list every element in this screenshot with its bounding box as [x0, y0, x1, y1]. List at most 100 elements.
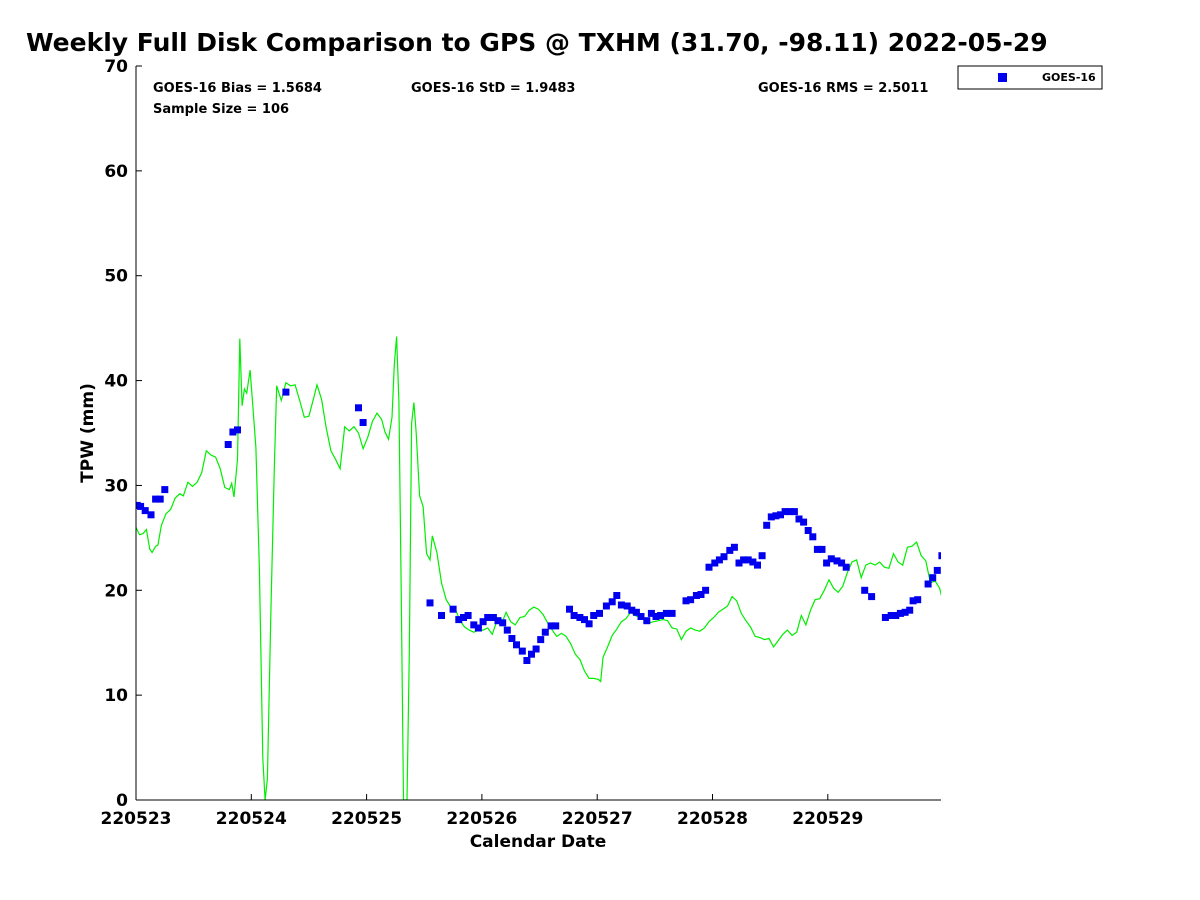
goes-data-point	[842, 563, 850, 571]
goes-data-point	[754, 561, 761, 569]
goes-data-point	[229, 428, 237, 436]
goes-data-point	[662, 609, 670, 617]
goes-data-point	[503, 626, 511, 634]
goes-data-point	[552, 622, 560, 630]
goes-data-point	[861, 586, 869, 594]
y-tick-label: 40	[104, 372, 128, 392]
goes-data-point	[720, 553, 728, 561]
goes-data-point	[767, 513, 775, 521]
goes-data-point	[613, 592, 621, 599]
goes-data-point	[711, 559, 719, 567]
goes-data-point	[901, 608, 909, 616]
y-tick-label: 0	[116, 791, 128, 811]
goes-data-point	[508, 635, 516, 642]
goes-data-point	[668, 609, 676, 617]
goes-data-point	[730, 543, 738, 551]
goes-data-point	[924, 580, 932, 588]
goes-data-point	[692, 592, 700, 599]
goes-data-point	[933, 566, 941, 574]
y-tick-label: 70	[104, 57, 128, 77]
goes-data-point	[892, 612, 900, 619]
goes-data-point	[657, 612, 665, 619]
goes-data-point	[906, 606, 914, 614]
goes-data-point	[643, 617, 651, 625]
goes-data-point	[141, 507, 149, 515]
goes-data-point	[623, 602, 631, 610]
chart-title: Weekly Full Disk Comparison to GPS @ TXH…	[26, 28, 1048, 57]
goes-data-point	[541, 628, 549, 636]
goes-data-point	[772, 512, 780, 520]
goes-data-point	[532, 645, 540, 653]
goes-data-point	[479, 618, 487, 626]
goes-data-point	[790, 508, 798, 516]
goes-data-point	[499, 619, 507, 627]
goes-data-point	[929, 574, 937, 582]
goes-data-point	[833, 557, 841, 565]
goes-data-point	[687, 596, 695, 604]
goes-data-point	[518, 647, 526, 655]
x-tick-label: 220526	[446, 809, 517, 829]
goes-data-point	[528, 650, 535, 658]
goes-data-point	[786, 508, 794, 516]
legend-box	[957, 65, 1103, 90]
goes-data-point	[758, 552, 766, 560]
goes-data-point	[914, 596, 922, 604]
x-tick-label: 220528	[677, 809, 748, 829]
goes-data-point	[697, 591, 705, 598]
goes-data-point	[795, 515, 803, 523]
legend: GOES-16	[957, 65, 1103, 90]
goes-data-point	[628, 606, 636, 614]
legend-square-marker	[998, 73, 1007, 82]
sample-size-stat: Sample Size = 106	[153, 102, 289, 117]
goes-data-point	[881, 614, 889, 621]
goes-data-point	[355, 404, 362, 412]
y-tick-label: 20	[104, 581, 128, 601]
goes-data-point	[455, 616, 463, 624]
x-tick-label: 220527	[562, 809, 633, 829]
goes-data-point	[868, 593, 876, 601]
goes-data-point	[632, 608, 640, 616]
goes-data-point	[804, 527, 812, 534]
goes-data-point	[438, 612, 445, 619]
goes-data-point	[484, 614, 492, 621]
goes-data-point	[489, 614, 497, 621]
goes-data-point	[652, 613, 660, 620]
goes-points-layer	[136, 388, 941, 664]
goes-data-point	[763, 521, 771, 529]
goes-data-point	[887, 612, 895, 619]
goes-data-point	[513, 641, 520, 649]
goes-data-point	[537, 636, 545, 644]
goes-data-point	[813, 545, 821, 553]
goes-data-point	[234, 426, 241, 434]
goes-data-point	[576, 614, 584, 621]
std-stat: GOES-16 StD = 1.9483	[411, 81, 575, 96]
goes-data-point	[449, 605, 457, 613]
goes-data-point	[566, 605, 573, 613]
goes-data-point	[823, 559, 831, 567]
y-tick-label: 30	[104, 476, 128, 496]
y-axis-label: TPW (mm)	[78, 383, 98, 483]
goes-data-point	[470, 621, 478, 629]
goes-data-point	[735, 559, 743, 567]
x-ticks: 220523 220524 220525 220526 220527 220528 2205…	[101, 794, 863, 829]
goes-data-point	[781, 508, 789, 516]
goes-data-point	[156, 495, 164, 503]
bias-stat: GOES-16 Bias = 1.5684	[153, 81, 322, 96]
goes-data-point	[570, 612, 578, 619]
goes-data-point	[749, 558, 757, 566]
goes-data-point	[896, 609, 904, 617]
y-ticks: 0 10 20 30 40 50 60 70	[104, 57, 142, 811]
goes-data-point	[523, 657, 531, 664]
goes-data-point	[800, 518, 808, 526]
goes-data-point	[744, 556, 752, 564]
goes-data-point	[460, 614, 467, 621]
goes-data-point	[161, 486, 169, 494]
goes-data-point	[777, 511, 784, 519]
goes-data-point	[617, 601, 625, 609]
goes-data-point	[818, 545, 826, 553]
gps-line-layer	[136, 336, 941, 800]
goes-data-point	[137, 502, 145, 510]
goes-data-point	[909, 597, 917, 605]
goes-data-point	[602, 602, 610, 610]
